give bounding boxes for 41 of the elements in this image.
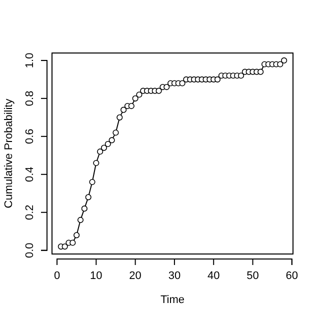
point bbox=[277, 61, 284, 68]
point bbox=[81, 206, 88, 212]
x-tick-label: 10 bbox=[90, 270, 102, 282]
x-tick-label: 30 bbox=[168, 270, 181, 282]
y-tick-label: 1.0 bbox=[24, 52, 36, 68]
point bbox=[108, 137, 115, 144]
point bbox=[156, 88, 162, 94]
x-axis-title: Time bbox=[160, 294, 185, 306]
point bbox=[85, 194, 92, 200]
point bbox=[281, 57, 288, 64]
point bbox=[104, 140, 111, 148]
point bbox=[132, 95, 138, 102]
point bbox=[89, 178, 96, 186]
point bbox=[179, 80, 186, 86]
y-tick-label: 0.6 bbox=[24, 128, 36, 144]
x-tick-label: 50 bbox=[246, 270, 259, 282]
y-tick-label: 0.8 bbox=[24, 90, 36, 106]
point bbox=[62, 244, 68, 250]
point bbox=[70, 240, 76, 246]
y-tick-label: 0.4 bbox=[24, 166, 36, 182]
point bbox=[93, 160, 100, 166]
point bbox=[238, 72, 244, 79]
x-tick-label: 60 bbox=[286, 270, 298, 282]
y-tick-label: 0.2 bbox=[24, 204, 36, 220]
point bbox=[136, 92, 142, 98]
point bbox=[97, 148, 104, 155]
x-tick-label: 20 bbox=[129, 270, 142, 282]
point bbox=[116, 114, 123, 120]
y-axis-title: Cumulative Probability bbox=[3, 98, 15, 208]
point bbox=[164, 84, 170, 90]
x-tick-label: 0 bbox=[54, 270, 60, 282]
point bbox=[74, 232, 80, 238]
point bbox=[112, 130, 119, 136]
y-tick-label: 0.0 bbox=[24, 242, 36, 258]
point bbox=[214, 76, 221, 82]
point bbox=[120, 106, 127, 113]
point bbox=[77, 216, 84, 224]
point bbox=[128, 102, 134, 110]
x-tick-label: 40 bbox=[207, 270, 220, 282]
point bbox=[100, 144, 108, 151]
point bbox=[258, 68, 264, 75]
